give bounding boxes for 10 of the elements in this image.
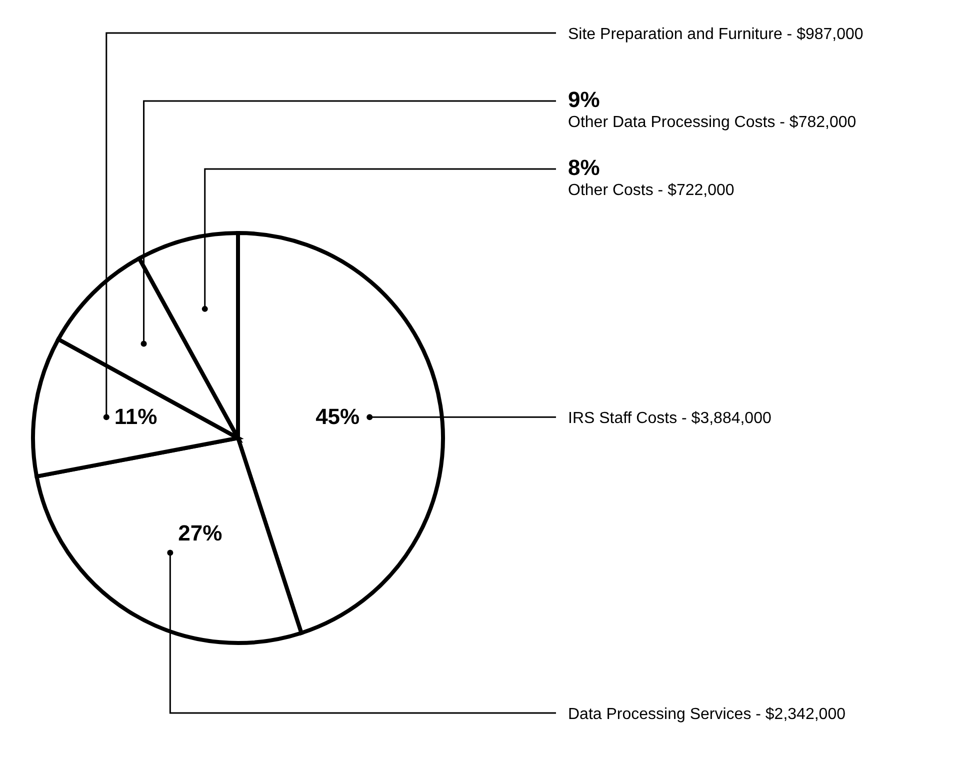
data-label: 8%	[568, 155, 600, 180]
slice-label: Other Costs - $722,000	[568, 182, 734, 199]
slice-label: IRS Staff Costs - $3,884,000	[568, 410, 772, 428]
data-label: 45%	[316, 404, 360, 430]
data-label: 9%	[568, 87, 600, 112]
slice-label: Site Preparation and Furniture - $987,000	[568, 26, 864, 43]
data-label: 27%	[178, 520, 222, 546]
slice-label: Other Data Processing Costs - $782,000	[568, 114, 856, 131]
slice-label: Data Processing Services - $2,342,000	[568, 706, 846, 723]
data-label: 11%	[114, 404, 158, 430]
